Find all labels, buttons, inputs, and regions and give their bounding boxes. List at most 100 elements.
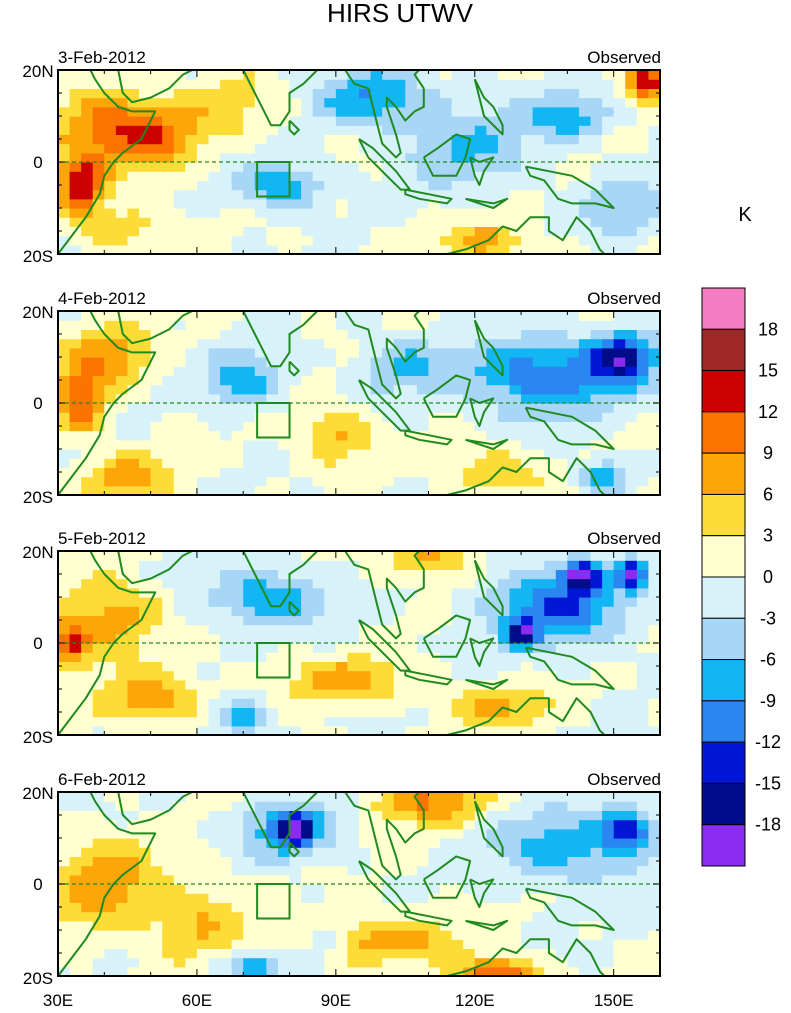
contour-cell (81, 920, 94, 931)
contour-cell (104, 152, 117, 163)
contour-cell (648, 180, 661, 191)
contour-cell (613, 393, 626, 404)
contour-cell (162, 792, 175, 802)
contour-cell (636, 597, 650, 607)
contour-cell (509, 847, 522, 857)
contour-cell (544, 338, 557, 349)
contour-cell (567, 79, 580, 89)
contour-cell (359, 244, 372, 255)
contour-cell (185, 116, 198, 126)
contour-cell (428, 810, 441, 821)
contour-cell (243, 939, 256, 949)
contour-cell (497, 421, 511, 432)
contour-cell (208, 329, 221, 340)
contour-cell (277, 403, 291, 413)
contour-cell (590, 449, 603, 459)
contour-cell (324, 725, 337, 736)
contour-cell (648, 134, 661, 145)
contour-cell (428, 106, 441, 117)
contour-cell (312, 810, 325, 821)
contour-cell (173, 208, 186, 218)
coastline (422, 133, 472, 177)
contour-cell (231, 819, 244, 830)
contour-cell (544, 966, 557, 977)
panel-observed-label: Observed (587, 289, 661, 308)
contour-cell (139, 865, 152, 876)
contour-cell (648, 810, 661, 821)
contour-cell (162, 578, 175, 589)
contour-cell (602, 670, 615, 681)
contour-cell (220, 198, 233, 209)
contour-cell (92, 143, 105, 154)
contour-cell (602, 375, 615, 386)
contour-cell (301, 88, 314, 99)
contour-cell (463, 560, 476, 570)
contour-cell (173, 615, 186, 626)
contour-cell (602, 606, 615, 616)
contour-cell (231, 652, 244, 662)
contour-cell (185, 624, 198, 635)
contour-cell (254, 311, 267, 321)
contour-cell (521, 357, 534, 367)
contour-cell (185, 449, 198, 459)
contour-cell (532, 70, 545, 80)
contour-cell (370, 467, 383, 478)
contour-cell (243, 966, 256, 977)
contour-cell (578, 707, 592, 718)
contour-cell (254, 884, 267, 894)
contour-cell (613, 902, 626, 913)
contour-cell (104, 819, 117, 830)
contour-cell (254, 560, 267, 570)
contour-cell (370, 652, 383, 662)
contour-cell (196, 847, 210, 857)
contour-cell (69, 338, 82, 349)
contour-cell (173, 143, 186, 154)
contour-cell (324, 70, 337, 80)
contour-cell (497, 902, 511, 913)
contour-cell (324, 930, 337, 940)
contour-cell (231, 606, 244, 616)
contour-cell (509, 652, 522, 662)
contour-cell (301, 819, 314, 830)
contour-cell (625, 180, 638, 191)
colorbar-label: -12 (755, 732, 781, 752)
contour-cell (509, 375, 522, 386)
contour-cell (115, 403, 129, 413)
contour-cell (69, 819, 82, 830)
contour-cell (370, 189, 383, 200)
contour-cell (312, 819, 325, 830)
contour-cell (196, 643, 210, 653)
contour-cell (636, 162, 650, 172)
contour-cell (359, 698, 372, 708)
contour-cell (648, 106, 661, 117)
contour-cell (115, 226, 129, 237)
contour-cell (254, 329, 267, 340)
contour-cell (92, 578, 105, 589)
contour-cell (196, 375, 210, 386)
contour-cell (127, 856, 140, 867)
contour-cell (521, 874, 534, 885)
contour-cell (324, 957, 337, 968)
contour-cell (370, 893, 383, 903)
contour-cell (115, 551, 129, 561)
contour-cell (440, 661, 453, 672)
contour-cell (474, 643, 487, 653)
contour-cell (405, 79, 418, 89)
contour-cell (69, 893, 82, 903)
contour-cell (590, 235, 603, 246)
contour-cell (81, 393, 94, 404)
contour-cell (162, 449, 175, 459)
contour-cell (636, 189, 650, 200)
contour-cell (578, 338, 592, 349)
contour-cell (347, 810, 360, 821)
contour-cell (578, 226, 592, 237)
contour-cell (162, 152, 175, 163)
colorbar-label: -15 (755, 773, 781, 793)
contour-cell (393, 930, 406, 940)
contour-cell (359, 643, 372, 653)
contour-cell (277, 311, 291, 321)
contour-cell (289, 716, 302, 727)
contour-cell (266, 689, 279, 699)
contour-cell (231, 347, 244, 358)
contour-cell (474, 911, 487, 922)
